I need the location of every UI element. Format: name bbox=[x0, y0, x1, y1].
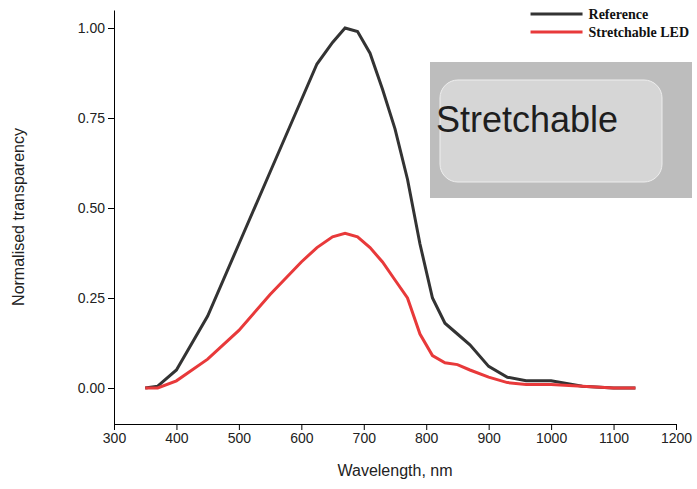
legend: Reference Stretchable LED bbox=[531, 7, 689, 40]
y-axis-title: Normalised transparency bbox=[10, 128, 27, 306]
y-tick-label: 0.50 bbox=[78, 200, 105, 216]
x-tick-label: 1100 bbox=[599, 430, 629, 446]
x-tick: 1000 bbox=[536, 424, 567, 446]
x-tick-label: 300 bbox=[103, 430, 127, 446]
x-tick-label: 800 bbox=[415, 430, 439, 446]
x-tick-label: 500 bbox=[228, 430, 252, 446]
legend-item: Stretchable LED bbox=[531, 25, 689, 40]
chart: 300 400 500 600 700 800 900 1000 1100 1200 0.00 0.2… bbox=[0, 0, 697, 489]
x-tick: 400 bbox=[165, 424, 189, 446]
x-tick: 1200 bbox=[661, 424, 692, 446]
y-axis: 0.00 0.25 0.50 0.75 1.00 bbox=[78, 11, 115, 425]
x-tick-label: 900 bbox=[477, 430, 501, 446]
y-tick-mark bbox=[108, 298, 114, 299]
y-tick: 0.00 bbox=[78, 380, 114, 396]
legend-item: Reference bbox=[531, 7, 649, 22]
y-tick-label: 0.25 bbox=[78, 290, 105, 306]
legend-swatch bbox=[531, 31, 583, 34]
series-line bbox=[145, 233, 635, 388]
inset: Stretchable bbox=[430, 62, 692, 198]
legend-label: Stretchable LED bbox=[589, 25, 689, 40]
legend-swatch bbox=[531, 13, 583, 16]
y-tick-mark bbox=[108, 118, 114, 119]
y-tick-label: 0.75 bbox=[78, 110, 105, 126]
x-tick: 1100 bbox=[599, 424, 629, 446]
inset-text: Stretchable bbox=[436, 99, 618, 140]
x-tick-label: 700 bbox=[353, 430, 377, 446]
y-axis-line bbox=[114, 11, 115, 425]
x-tick: 600 bbox=[290, 424, 314, 446]
y-tick-mark bbox=[108, 208, 114, 209]
y-tick-mark bbox=[108, 28, 114, 29]
y-tick: 1.00 bbox=[78, 20, 114, 36]
x-tick-label: 1200 bbox=[661, 430, 692, 446]
y-tick: 0.25 bbox=[78, 290, 114, 306]
x-axis-line bbox=[115, 424, 677, 425]
x-tick: 700 bbox=[353, 424, 377, 446]
inset-background bbox=[430, 62, 692, 198]
y-tick-label: 1.00 bbox=[78, 20, 105, 36]
x-axis-title: Wavelength, nm bbox=[337, 462, 452, 479]
x-tick: 300 bbox=[103, 424, 127, 446]
legend-label: Reference bbox=[589, 7, 649, 22]
y-tick-mark bbox=[108, 388, 114, 389]
y-tick-label: 0.00 bbox=[78, 380, 105, 396]
x-tick: 800 bbox=[415, 424, 439, 446]
x-tick: 900 bbox=[477, 424, 501, 446]
x-tick-label: 400 bbox=[165, 430, 189, 446]
x-axis: 300 400 500 600 700 800 900 1000 1100 1200 bbox=[103, 424, 692, 446]
x-tick-label: 600 bbox=[290, 430, 314, 446]
y-tick: 0.75 bbox=[78, 110, 114, 126]
x-tick-label: 1000 bbox=[536, 430, 567, 446]
y-tick: 0.50 bbox=[78, 200, 114, 216]
x-tick: 500 bbox=[228, 424, 252, 446]
